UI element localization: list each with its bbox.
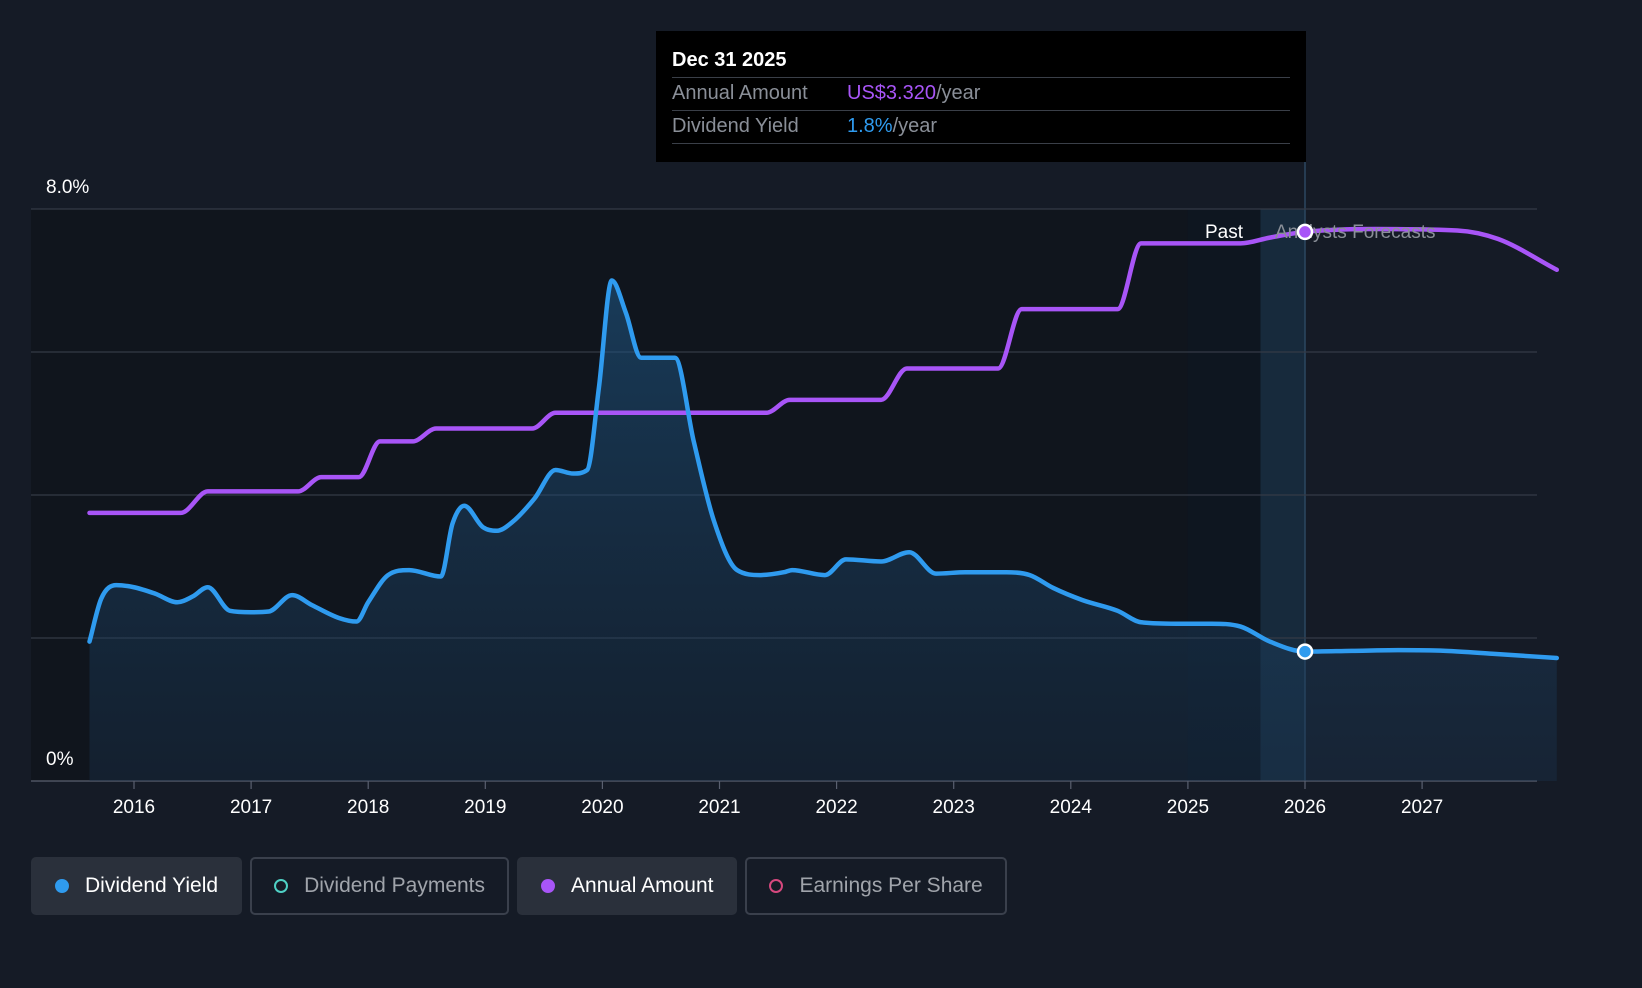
x-tick-label: 2023 bbox=[933, 797, 975, 818]
legend-label: Dividend Yield bbox=[85, 874, 219, 897]
annual-amount-marker bbox=[1296, 223, 1314, 241]
dividend-yield-marker bbox=[1296, 643, 1314, 660]
legend: Dividend Yield Dividend Payments Annual … bbox=[31, 857, 1007, 915]
x-tick-label: 2027 bbox=[1401, 797, 1443, 818]
dividend-yield-area bbox=[89, 280, 1557, 781]
chart-area: 8.0% 0% 2016 2017 2018 2019 2020 2021 2022 2023 20… bbox=[31, 160, 1560, 818]
legend-label: Annual Amount bbox=[571, 874, 714, 897]
filled-circle-icon bbox=[541, 879, 556, 893]
legend-label: Earnings Per Share bbox=[799, 874, 983, 897]
legend-earnings-per-share-button[interactable]: Earnings Per Share bbox=[745, 857, 1007, 915]
x-tick-label: 2019 bbox=[464, 797, 506, 818]
tooltip-yield-row: Dividend Yield 1.8% /year bbox=[672, 111, 1290, 144]
x-tick-label: 2017 bbox=[230, 797, 272, 818]
hollow-circle-icon bbox=[274, 879, 289, 893]
legend-annual-amount-button[interactable]: Annual Amount bbox=[517, 857, 738, 915]
tooltip-annual-amount-row: Annual Amount US$3.320 /year bbox=[672, 78, 1290, 111]
legend-label: Dividend Payments bbox=[304, 874, 486, 897]
x-tick-label: 2024 bbox=[1050, 797, 1093, 818]
hollow-circle-icon bbox=[769, 879, 784, 893]
dividend-yield-line bbox=[87, 278, 1560, 661]
x-tick-label: 2026 bbox=[1284, 797, 1326, 818]
legend-dividend-payments-button[interactable]: Dividend Payments bbox=[250, 857, 510, 915]
legend-dividend-yield-button[interactable]: Dividend Yield bbox=[31, 857, 243, 915]
x-tick-label: 2021 bbox=[698, 797, 740, 818]
y-tick-label: 0% bbox=[46, 749, 74, 770]
x-tick-label: 2025 bbox=[1167, 797, 1209, 818]
x-tick-label: 2022 bbox=[815, 797, 857, 818]
past-label: Past bbox=[1205, 222, 1244, 243]
x-tick-label: 2018 bbox=[347, 797, 389, 818]
y-tick-label: 8.0% bbox=[46, 177, 89, 198]
tooltip: Dec 31 2025 Annual Amount US$3.320 /year… bbox=[656, 31, 1306, 162]
forecast-label: Analysts Forecasts bbox=[1275, 222, 1436, 243]
tooltip-yield-unit: /year bbox=[892, 115, 938, 137]
filled-circle-icon bbox=[55, 879, 69, 893]
tooltip-annual-amount-value: US$3.320 bbox=[847, 82, 936, 104]
tooltip-date: Dec 31 2025 bbox=[672, 47, 1290, 78]
tooltip-annual-amount-unit: /year bbox=[935, 82, 981, 104]
tooltip-annual-amount-label: Annual Amount bbox=[672, 82, 808, 104]
tooltip-yield-label: Dividend Yield bbox=[672, 115, 799, 137]
tooltip-yield-value: 1.8% bbox=[847, 115, 893, 137]
x-tick-label: 2016 bbox=[113, 797, 155, 818]
x-tick-label: 2020 bbox=[581, 797, 623, 818]
